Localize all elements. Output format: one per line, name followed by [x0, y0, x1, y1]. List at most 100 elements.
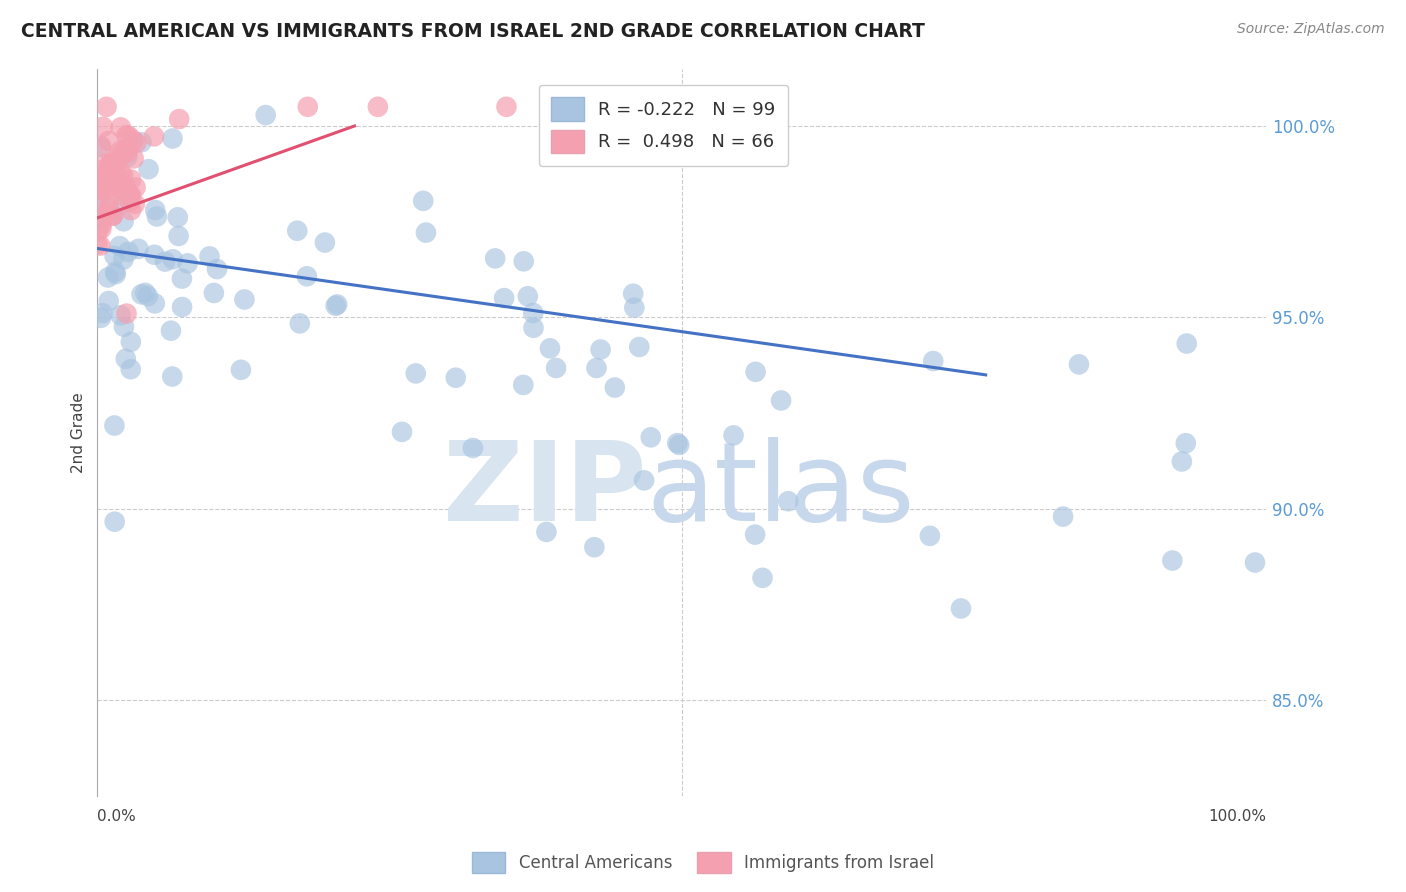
Point — [112, 214, 135, 228]
Point — [100, 170, 122, 185]
Point — [125, 136, 148, 150]
Point — [91, 217, 114, 231]
Point — [288, 317, 311, 331]
Point — [412, 194, 434, 208]
Point — [170, 271, 193, 285]
Point — [205, 262, 228, 277]
Point — [104, 160, 127, 174]
Text: 100.0%: 100.0% — [1208, 809, 1267, 824]
Text: Source: ZipAtlas.com: Source: ZipAtlas.com — [1237, 22, 1385, 37]
Point — [110, 144, 132, 158]
Point — [295, 269, 318, 284]
Point — [90, 310, 112, 325]
Point — [461, 441, 484, 455]
Legend: Central Americans, Immigrants from Israel: Central Americans, Immigrants from Israe… — [465, 846, 941, 880]
Point — [104, 267, 127, 281]
Point — [538, 342, 561, 356]
Point — [87, 224, 110, 238]
Point — [198, 249, 221, 263]
Text: CENTRAL AMERICAN VS IMMIGRANTS FROM ISRAEL 2ND GRADE CORRELATION CHART: CENTRAL AMERICAN VS IMMIGRANTS FROM ISRA… — [21, 22, 925, 41]
Point — [97, 270, 120, 285]
Point — [153, 254, 176, 268]
Point — [122, 152, 145, 166]
Point — [131, 287, 153, 301]
Point — [138, 162, 160, 177]
Point — [1171, 454, 1194, 468]
Point — [98, 190, 121, 204]
Text: ZIP: ZIP — [443, 437, 647, 544]
Point — [495, 100, 517, 114]
Point — [325, 299, 347, 313]
Point — [494, 291, 516, 305]
Point — [770, 393, 793, 408]
Point — [91, 306, 114, 320]
Point — [103, 166, 125, 180]
Point — [110, 120, 132, 135]
Point — [160, 324, 183, 338]
Point — [623, 301, 645, 315]
Point — [131, 135, 153, 149]
Point — [522, 306, 544, 320]
Point — [254, 108, 277, 122]
Point — [167, 112, 190, 127]
Point — [143, 248, 166, 262]
Point — [112, 195, 135, 210]
Point — [91, 120, 114, 134]
Point — [90, 140, 112, 154]
Point — [114, 185, 136, 199]
Point — [89, 190, 111, 204]
Point — [516, 289, 538, 303]
Point — [105, 178, 128, 193]
Point — [202, 285, 225, 300]
Point — [415, 226, 437, 240]
Point — [744, 365, 766, 379]
Point — [176, 256, 198, 270]
Point — [103, 418, 125, 433]
Point — [110, 181, 132, 195]
Point — [162, 252, 184, 267]
Point — [143, 129, 166, 144]
Point — [229, 363, 252, 377]
Point — [89, 174, 111, 188]
Point — [94, 182, 117, 196]
Point — [405, 367, 427, 381]
Point — [103, 208, 125, 222]
Point — [114, 351, 136, 366]
Point — [167, 229, 190, 244]
Point — [89, 177, 111, 191]
Point — [120, 188, 142, 202]
Point — [118, 187, 141, 202]
Point — [723, 428, 745, 442]
Point — [117, 145, 139, 160]
Point — [367, 100, 389, 114]
Point — [143, 202, 166, 217]
Legend: R = -0.222   N = 99, R =  0.498   N = 66: R = -0.222 N = 99, R = 0.498 N = 66 — [538, 85, 789, 166]
Point — [120, 362, 142, 376]
Point — [136, 289, 159, 303]
Point — [93, 157, 115, 171]
Point — [115, 307, 138, 321]
Point — [100, 156, 122, 170]
Point — [100, 157, 122, 171]
Point — [120, 203, 142, 218]
Point — [117, 128, 139, 143]
Point — [444, 370, 467, 384]
Point — [918, 529, 941, 543]
Point — [112, 319, 135, 334]
Point — [1161, 553, 1184, 567]
Point — [512, 254, 534, 268]
Point — [104, 153, 127, 167]
Point — [101, 209, 124, 223]
Point — [1174, 436, 1197, 450]
Point — [97, 167, 120, 181]
Point — [97, 293, 120, 308]
Text: atlas: atlas — [647, 437, 915, 544]
Point — [97, 134, 120, 148]
Point — [89, 183, 111, 197]
Point — [621, 286, 644, 301]
Y-axis label: 2nd Grade: 2nd Grade — [72, 392, 86, 473]
Point — [162, 131, 184, 145]
Point — [87, 202, 110, 217]
Point — [118, 194, 141, 209]
Point — [1244, 556, 1267, 570]
